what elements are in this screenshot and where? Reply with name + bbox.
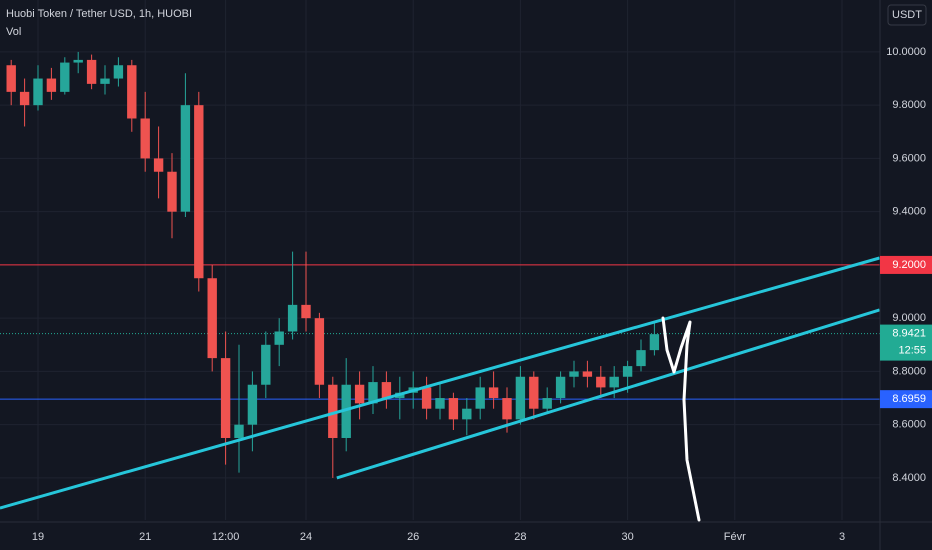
candle-body: [488, 387, 499, 399]
y-tick-label: 8.6000: [892, 419, 926, 431]
candle-body: [220, 358, 231, 438]
candle-body: [542, 398, 552, 409]
candle-body: [73, 59, 83, 63]
trend-line: [0, 256, 880, 510]
candle-body: [341, 384, 351, 438]
candle-body: [515, 376, 526, 420]
y-tick-label: 10.0000: [886, 46, 926, 58]
candle-body: [448, 398, 459, 420]
price-tag-label: 8.6959: [892, 393, 926, 405]
candle-body: [247, 384, 258, 425]
candle-body: [636, 350, 646, 367]
candle-body: [127, 65, 137, 119]
candle-body: [234, 424, 244, 438]
y-tick-label: 9.4000: [892, 206, 926, 218]
candle-body: [180, 105, 191, 212]
price-tag: [880, 390, 932, 409]
candle-body: [314, 318, 325, 385]
price-tag: [880, 255, 932, 274]
x-tick-label: 12:00: [212, 531, 240, 543]
trend-line: [336, 308, 880, 480]
candle-body: [368, 382, 378, 404]
grid: [0, 0, 880, 520]
candle-body: [287, 304, 298, 332]
candle-body: [153, 158, 164, 172]
currency-box[interactable]: [887, 4, 927, 26]
x-tick-label: 26: [407, 531, 419, 543]
candle-body: [502, 398, 512, 420]
indicator-label: Vol: [6, 26, 21, 38]
currency: USDT: [892, 9, 922, 21]
candle-body: [381, 382, 392, 399]
plot: [0, 51, 880, 510]
x-tick-label: 3: [839, 531, 845, 543]
candle-body: [6, 65, 16, 92]
candle-body: [462, 408, 472, 420]
y-tick-label: 9.8000: [892, 99, 926, 111]
candle-body: [301, 304, 311, 319]
axis: 8.4000 8.6000 8.8000 9.0000 9.2000 9.4000 9.60…: [32, 46, 932, 543]
candle-body: [100, 78, 110, 84]
chart-title: Huobi Token / Tether USD, 1h, HUOBI: [6, 8, 192, 20]
candle-body: [207, 278, 217, 359]
x-tick-label: 19: [32, 531, 44, 543]
candle-body: [33, 78, 43, 106]
candle-body: [609, 376, 619, 388]
candle-body: [529, 376, 539, 409]
candle-body: [140, 118, 150, 159]
candle-body: [167, 171, 177, 212]
candle-body: [582, 371, 593, 377]
candle-body: [86, 59, 97, 84]
candle-body: [649, 334, 660, 351]
hand-drawing: [661, 316, 701, 522]
y-tick-label: 9.0000: [892, 312, 926, 324]
x-tick-label: 21: [139, 531, 151, 543]
candle-body: [60, 62, 70, 92]
candle-body: [569, 371, 579, 377]
price-tag-label: 9.2000: [892, 259, 926, 271]
candle-body: [421, 387, 432, 409]
x-tick-label: Févr: [724, 531, 746, 543]
x-tick-label: 30: [621, 531, 633, 543]
last-price-tag: [880, 324, 932, 361]
candle-body: [328, 384, 338, 438]
x-tick-label: 24: [300, 531, 312, 543]
countdown: 12:55: [898, 344, 926, 356]
candle-body: [435, 398, 445, 409]
candle-body: [596, 376, 606, 388]
y-tick-label: 8.4000: [892, 472, 926, 484]
candle-body: [261, 344, 271, 385]
candle-body: [194, 105, 204, 279]
candle-body: [46, 78, 57, 92]
candle-body: [113, 65, 124, 79]
x-tick-label: 28: [514, 531, 526, 543]
y-tick-label: 9.6000: [892, 152, 926, 164]
y-tick-label: 8.8000: [892, 365, 926, 377]
last-price-label: 8.9421: [892, 327, 926, 339]
candle-body: [354, 384, 365, 404]
candle-body: [274, 331, 284, 345]
candle-body: [19, 91, 30, 106]
candle-body: [475, 387, 485, 409]
candle-body: [555, 376, 566, 399]
candle-body: [622, 366, 633, 377]
